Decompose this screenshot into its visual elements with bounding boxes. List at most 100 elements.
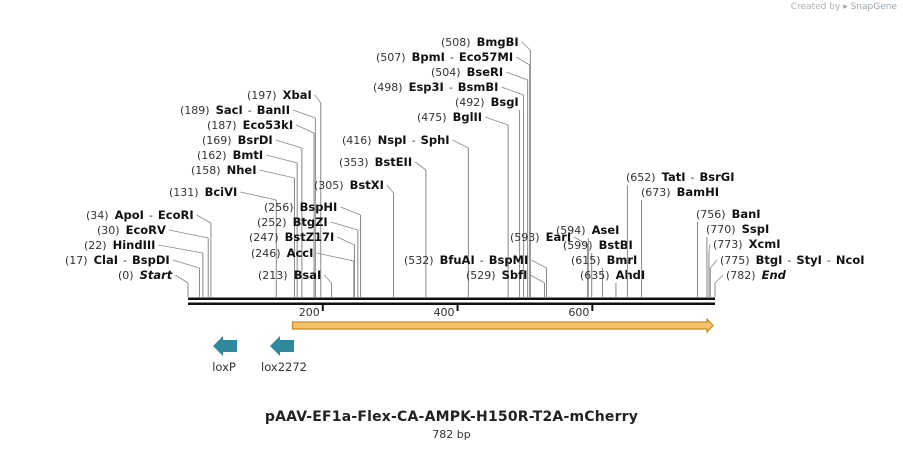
site-leader (168, 229, 209, 239)
feature-loxp[interactable]: loxP (212, 336, 237, 374)
enzyme-name[interactable]: AccI (287, 246, 314, 260)
scale-tick (321, 305, 324, 311)
restriction-site: (475) BglII (417, 110, 509, 297)
site-position: (498) (373, 81, 403, 94)
site-leader (266, 154, 298, 164)
orf-arrow[interactable] (291, 317, 714, 334)
scale-tick-label: 200 (299, 306, 320, 319)
enzyme-name[interactable]: Eco57MI (459, 50, 513, 64)
enzyme-name[interactable]: BstBI (599, 238, 633, 252)
enzyme-name[interactable]: SacI (216, 103, 243, 117)
scale-tick (591, 305, 594, 311)
site-position: (30) (97, 224, 120, 237)
site-position: (169) (202, 134, 232, 147)
restriction-site: (529) SbfI (466, 268, 545, 297)
restriction-site: (635) AhdI (580, 268, 645, 297)
site-position: (593) (510, 231, 540, 244)
enzyme-name[interactable]: BmrI (607, 253, 638, 267)
enzyme-name[interactable]: BsmBI (458, 80, 499, 94)
enzyme-name[interactable]: BspHI (300, 200, 338, 214)
site-leader (484, 116, 509, 126)
enzyme-name[interactable]: AhdI (616, 268, 646, 282)
enzyme-name[interactable]: BglII (453, 110, 483, 124)
enzyme-name[interactable]: BseRI (467, 65, 504, 79)
enzyme-name[interactable]: BanI (732, 207, 761, 221)
enzyme-name[interactable]: BsrDI (238, 133, 273, 147)
site-position: (22) (84, 239, 107, 252)
restriction-site: (158) NheI (191, 163, 295, 297)
enzyme-name[interactable]: BsrGI (699, 170, 734, 184)
enzyme-name[interactable]: BciVI (205, 185, 238, 199)
restriction-site: (770) SspI (706, 222, 769, 297)
site-position: (507) (376, 51, 406, 64)
enzyme-separator: - (480, 254, 484, 267)
enzyme-name[interactable]: SspI (742, 222, 770, 236)
enzyme-name[interactable]: SbfI (502, 268, 528, 282)
enzyme-name[interactable]: SphI (421, 133, 450, 147)
enzyme-name[interactable]: BspMI (489, 253, 529, 267)
enzyme-name[interactable]: Esp3I (409, 80, 444, 94)
enzyme-name[interactable]: End (762, 268, 787, 282)
enzyme-name[interactable]: BstEII (375, 155, 413, 169)
restriction-site: (189) SacI - BanII (180, 103, 316, 297)
enzyme-name[interactable]: EarI (546, 230, 572, 244)
feature-label: lox2272 (261, 360, 307, 374)
restriction-site: (593) EarI (510, 230, 589, 297)
site-position: (353) (339, 156, 369, 169)
enzyme-name[interactable]: BfuAI (440, 253, 475, 267)
enzyme-name[interactable]: ClaI (94, 253, 118, 267)
enzyme-name[interactable]: TatI (662, 170, 686, 184)
enzyme-name[interactable]: BstZ17I (285, 230, 335, 244)
site-position: (599) (563, 239, 593, 252)
enzyme-name[interactable]: EcoRI (158, 208, 194, 222)
orf-arrow-shape (291, 317, 714, 334)
site-position: (247) (249, 231, 279, 244)
restriction-site: (213) BsaI (258, 268, 333, 297)
site-leader (314, 94, 322, 104)
enzyme-name[interactable]: XcmI (749, 237, 781, 251)
enzyme-name[interactable]: NcoI (836, 253, 865, 267)
site-position: (246) (251, 247, 281, 260)
enzyme-name[interactable]: NspI (378, 133, 407, 147)
site-leader (196, 214, 212, 224)
enzyme-name[interactable]: StyI (796, 253, 822, 267)
enzyme-name[interactable]: XbaI (283, 88, 312, 102)
enzyme-name[interactable]: BspDI (132, 253, 170, 267)
feature-lox2272[interactable]: lox2272 (261, 336, 307, 374)
site-position: (594) (556, 224, 586, 237)
enzyme-name[interactable]: BanII (257, 103, 290, 117)
enzyme-name[interactable]: HindIII (113, 238, 156, 252)
restriction-site: (756) BanI (696, 207, 761, 297)
restriction-site: (0) Start (118, 268, 189, 297)
enzyme-name[interactable]: ApoI (115, 208, 144, 222)
enzyme-separator: - (787, 254, 791, 267)
restriction-site: (17) ClaI - BspDI (65, 253, 200, 297)
site-leader (515, 56, 530, 66)
snapgene-credit: Created by ▸ SnapGene (791, 2, 897, 12)
scale-tick-label: 400 (434, 306, 455, 319)
site-position: (504) (431, 66, 461, 79)
enzyme-name[interactable]: BamHI (677, 185, 719, 199)
site-position: (673) (641, 186, 671, 199)
site-position: (635) (580, 269, 610, 282)
enzyme-name[interactable]: BsgI (491, 95, 519, 109)
enzyme-name[interactable]: Start (140, 268, 173, 282)
enzyme-name[interactable]: BstXI (350, 178, 384, 192)
restriction-site: (773) XcmI (708, 237, 781, 297)
enzyme-name[interactable]: AseI (592, 223, 620, 237)
enzyme-name[interactable]: BmgBI (477, 35, 519, 49)
enzyme-name[interactable]: EcoRV (126, 223, 166, 237)
enzyme-name[interactable]: BtgI (756, 253, 783, 267)
site-leader (340, 206, 361, 216)
enzyme-separator: - (691, 171, 695, 184)
site-leader (295, 124, 315, 134)
enzyme-name[interactable]: NheI (227, 163, 257, 177)
enzyme-name[interactable]: Eco53kI (243, 118, 294, 132)
restriction-site: (34) ApoI - EcoRI (86, 208, 212, 297)
enzyme-name[interactable]: BtgZI (293, 215, 328, 229)
enzyme-name[interactable]: BmtI (233, 148, 264, 162)
enzyme-name[interactable]: BsaI (294, 268, 322, 282)
enzyme-name[interactable]: BpmI (412, 50, 445, 64)
credit-brand: SnapGene (850, 2, 897, 12)
site-position: (775) (720, 254, 750, 267)
